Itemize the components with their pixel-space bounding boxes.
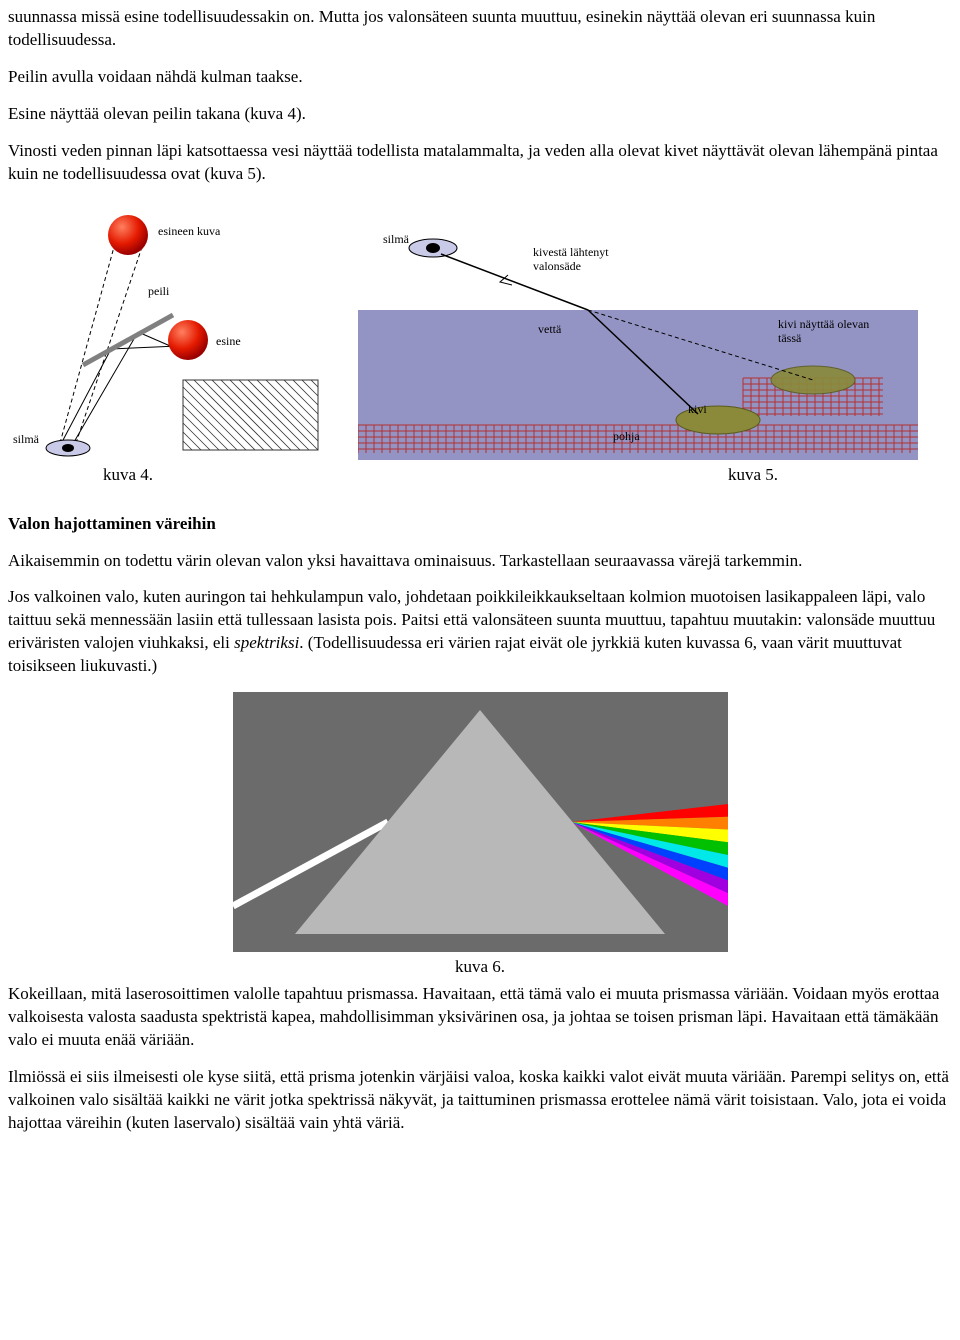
figure-6-caption: kuva 6. bbox=[455, 956, 505, 979]
svg-text:esine: esine bbox=[216, 334, 241, 348]
figure-4-caption: kuva 4. bbox=[103, 464, 328, 487]
body-paragraph: Vinosti veden pinnan läpi katsottaessa v… bbox=[8, 140, 952, 186]
section-heading: Valon hajottaminen väreihin bbox=[8, 513, 952, 536]
body-paragraph: Esine näyttää olevan peilin takana (kuva… bbox=[8, 103, 952, 126]
body-paragraph: Jos valkoinen valo, kuten auringon tai h… bbox=[8, 586, 952, 678]
figure-6-svg bbox=[233, 692, 728, 952]
figure-5-caption: kuva 5. bbox=[728, 464, 918, 487]
body-paragraph: Kokeillaan, mitä laserosoittimen valolle… bbox=[8, 983, 952, 1052]
svg-text:silmä: silmä bbox=[13, 432, 40, 446]
body-paragraph: Aikaisemmin on todettu värin olevan valo… bbox=[8, 550, 952, 573]
body-paragraph: Ilmiössä ei siis ilmeisesti ole kyse sii… bbox=[8, 1066, 952, 1135]
figure-5-svg: silmä kivestä lähtenytvalonsäde vettä kivi … bbox=[358, 230, 918, 460]
body-paragraph: suunnassa missä esine todellisuudessakin… bbox=[8, 6, 952, 52]
body-paragraph: Peilin avulla voidaan nähdä kulman taaks… bbox=[8, 66, 952, 89]
svg-text:silmä: silmä bbox=[383, 232, 410, 246]
svg-text:kivi näyttää olevan: kivi näyttää olevan bbox=[778, 317, 869, 331]
figure-6-block: kuva 6. bbox=[8, 692, 952, 979]
figure-5-block: silmä kivestä lähtenytvalonsäde vettä kivi … bbox=[358, 230, 918, 487]
svg-text:peili: peili bbox=[148, 284, 170, 298]
figure-4-svg: esineen kuva peili esine silmä bbox=[8, 200, 328, 460]
svg-text:kivi: kivi bbox=[688, 402, 707, 416]
svg-text:tässä: tässä bbox=[778, 331, 802, 345]
svg-text:pohja: pohja bbox=[613, 429, 640, 443]
svg-text:valonsäde: valonsäde bbox=[533, 259, 581, 273]
para6-italic: spektriksi bbox=[234, 633, 299, 652]
figure-row-4-5: esineen kuva peili esine silmä kuva 4. silm… bbox=[8, 200, 952, 487]
svg-text:esineen kuva: esineen kuva bbox=[158, 224, 221, 238]
figure-4-block: esineen kuva peili esine silmä kuva 4. bbox=[8, 200, 328, 487]
svg-text:kivestä lähtenyt: kivestä lähtenyt bbox=[533, 245, 609, 259]
svg-text:vettä: vettä bbox=[538, 322, 562, 336]
